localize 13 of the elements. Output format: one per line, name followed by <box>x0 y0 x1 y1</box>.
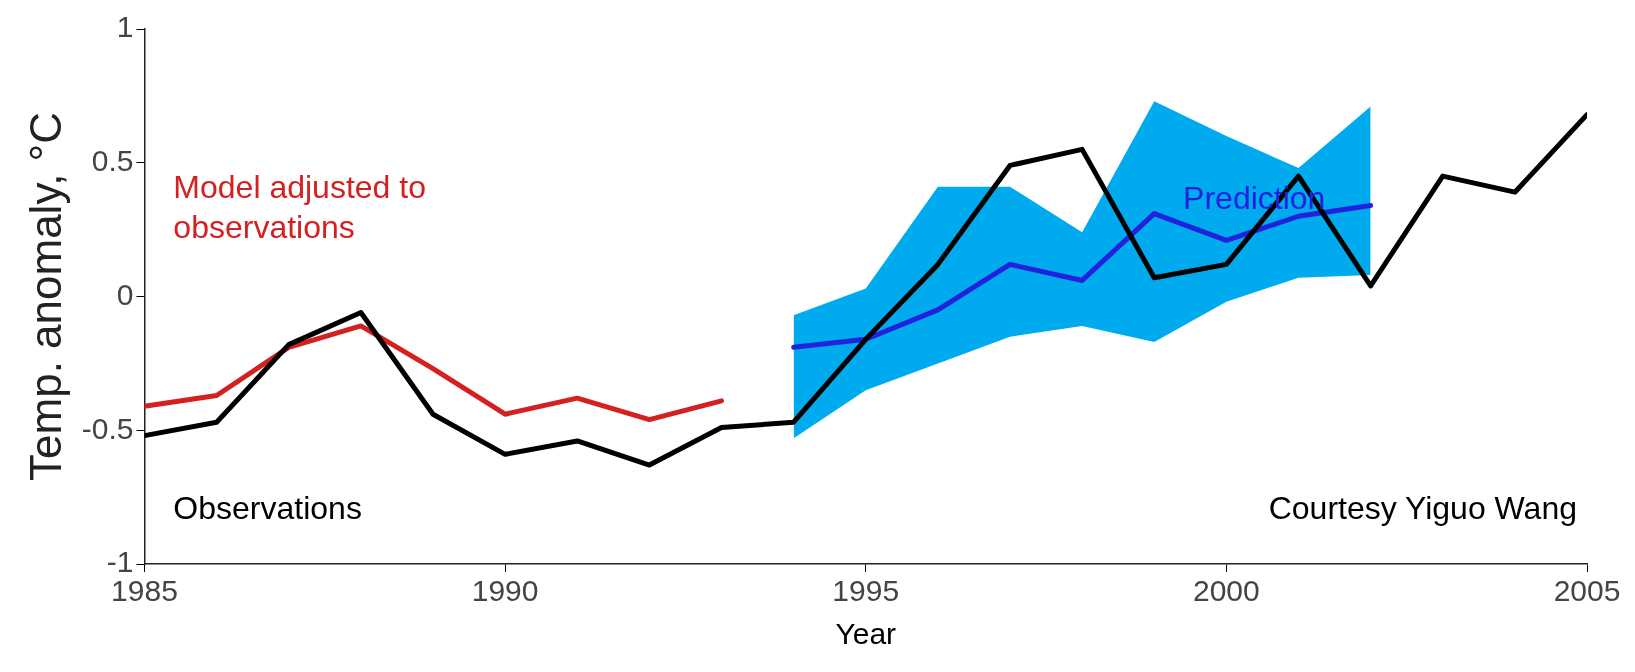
y-tick-label: 0 <box>116 277 134 311</box>
y-tick-label: 0.5 <box>91 144 134 178</box>
y-tick-label: -0.5 <box>81 411 134 445</box>
series-label: Observations <box>173 490 362 527</box>
y-tick-label: 1 <box>116 10 134 44</box>
x-tick-label: 2005 <box>1553 574 1621 608</box>
x-tick-label: 1990 <box>471 574 539 608</box>
x-tick-label: 2000 <box>1193 574 1260 608</box>
text: Model adjusted to observations <box>173 169 426 246</box>
y-axis-title: Temp. anomaly, °C <box>20 112 70 481</box>
annotation: Courtesy Yiguo Wang <box>1268 490 1577 527</box>
x-tick-label: 1995 <box>832 574 900 608</box>
x-axis-title: Year <box>835 617 897 651</box>
